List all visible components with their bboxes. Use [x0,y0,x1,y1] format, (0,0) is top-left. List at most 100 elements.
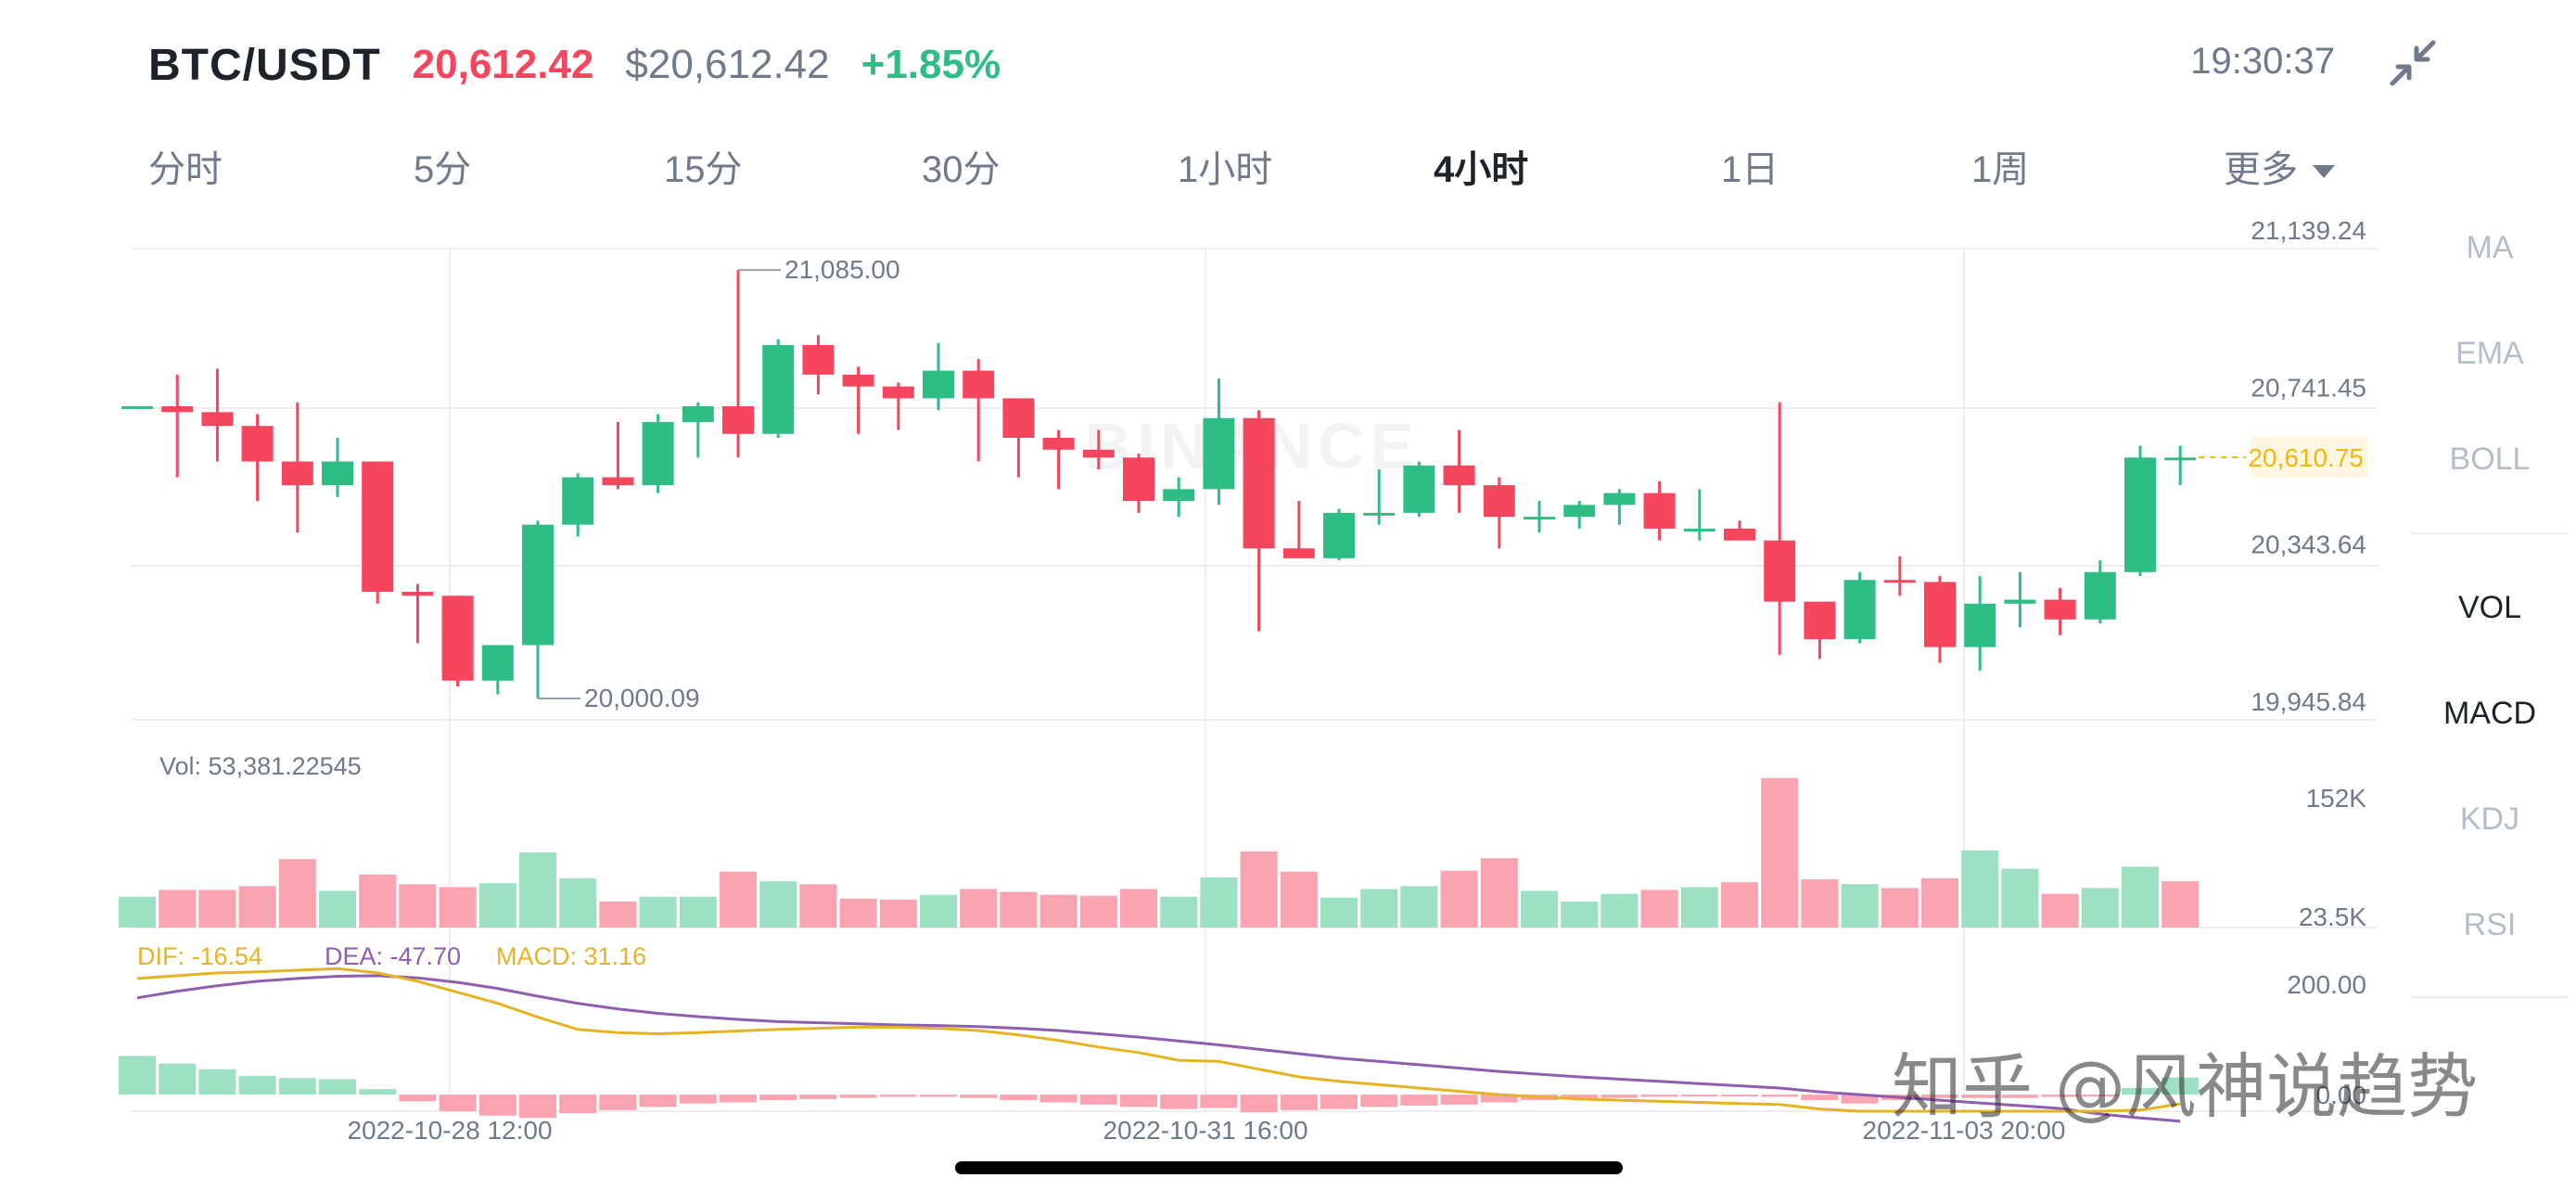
volume-tick-label: 23.5K [2299,903,2366,931]
watermark-overlay: 知乎 @风神说趋势 [1892,1045,2479,1128]
volume-bar [1640,890,1678,928]
usd-price: $20,612.42 [625,42,830,87]
candle-body [1603,493,1636,506]
tab-1w[interactable]: 1周 [1971,149,2030,190]
macd-histogram-bar [1039,1095,1078,1103]
candle-body [602,477,634,486]
candle-body [882,386,914,399]
macd-histogram-bar [1561,1095,1599,1099]
volume-bar [359,874,397,928]
indicator-rsi[interactable]: RSI [2463,907,2517,942]
volume-bar [920,894,957,928]
candle-body [802,344,835,375]
candle-body [1403,465,1435,513]
candle-body [362,461,394,593]
candle-body [1363,512,1396,516]
macd-histogram-bar [1160,1095,1198,1109]
candle-body [1203,417,1235,490]
macd-histogram-bar [1961,1095,1999,1098]
candle-body [121,405,153,409]
volume-bar [960,889,998,928]
tab-more-label: 更多 [2224,149,2298,190]
candle-body [1764,540,1796,602]
candle-body [1123,457,1154,502]
price-tick-label: 21,139.24 [2251,216,2366,245]
dea-label: DEA: -47.70 [325,942,461,970]
candle-body [322,461,353,486]
tab-more[interactable]: 更多 [2224,139,2335,193]
macd-histogram-bar [1000,1095,1038,1101]
last-price: 20,612.42 [412,42,594,87]
macd-histogram-bar [2001,1095,2039,1098]
candle-body [201,412,234,427]
volume-bar [559,877,597,928]
macd-histogram-bar [519,1095,556,1119]
tab-1h[interactable]: 1小时 [1178,149,1273,190]
indicator-boll[interactable]: BOLL [2449,442,2531,477]
candle-body [402,592,434,596]
volume-bar [799,884,837,928]
tab-1d[interactable]: 1日 [1721,149,1779,190]
macd-histogram-bar [839,1095,877,1098]
tab-4h[interactable]: 4小时 [1434,149,1529,190]
macd-histogram-bar [478,1095,516,1116]
volume-bar [439,887,477,928]
macd-histogram-bar [799,1095,837,1099]
macd-histogram-bar [198,1069,236,1095]
candle-body [2044,599,2076,620]
macd-histogram-bar [1680,1095,1718,1097]
volume-bar [238,886,276,928]
macd-histogram-bar [359,1089,397,1095]
pair-title[interactable]: BTC/USDT [148,40,381,90]
tab-time-share[interactable]: 分时 [148,149,223,190]
volume-bar [1039,894,1078,928]
volume-bar [1120,889,1157,928]
candle-body [1804,601,1836,640]
candle-body [762,344,795,434]
volume-bar [1000,891,1038,928]
tab-5m[interactable]: 5分 [414,149,472,190]
macd-histogram-bar [1721,1095,1758,1097]
volume-bar [839,898,877,928]
low-price-label: 20,000.09 [584,684,700,712]
candle-body [1643,493,1676,529]
macd-histogram-bar [2162,1077,2200,1095]
candle-body [682,405,714,422]
indicator-vol[interactable]: VOL [2457,590,2522,625]
candle-body [241,426,274,462]
tab-30m[interactable]: 30分 [922,149,1001,190]
home-indicator[interactable] [955,1161,1623,1174]
volume-bar [1801,879,1839,928]
volume-bar [1921,877,1958,928]
candle-body [923,370,954,399]
dif-label: DIF: -16.54 [137,942,262,970]
volume-bar [639,896,677,928]
indicator-ma[interactable]: MA [2466,230,2514,265]
macd-histogram-bar [720,1095,757,1103]
volume-bar [1881,888,1919,928]
macd-histogram-bar [238,1075,276,1095]
candle-body [1883,580,1916,583]
price-change: +1.85% [861,42,1001,87]
volume-bar [879,899,917,928]
macd-histogram-bar [960,1095,998,1098]
volume-bar [2081,888,2119,928]
indicator-macd[interactable]: MACD [2442,696,2537,731]
time-axis-label: 2022-10-28 12:00 [347,1116,552,1145]
collapse-arrows-icon[interactable] [2387,37,2439,89]
macd-histogram-bar [559,1095,597,1114]
indicator-ema[interactable]: EMA [2455,336,2524,371]
macd-histogram-bar [1240,1095,1278,1113]
volume-bar [1200,877,1238,928]
macd-histogram-bar [1600,1095,1639,1098]
macd-histogram-bar [319,1079,356,1095]
candle-body [562,477,594,525]
volume-bar [2162,881,2200,928]
tab-15m[interactable]: 15分 [664,149,743,190]
candle-body [2084,571,2116,620]
volume-bar [119,896,156,928]
indicator-kdj[interactable]: KDJ [2459,801,2520,837]
candle-body [481,645,514,681]
candle-body [2164,457,2197,461]
